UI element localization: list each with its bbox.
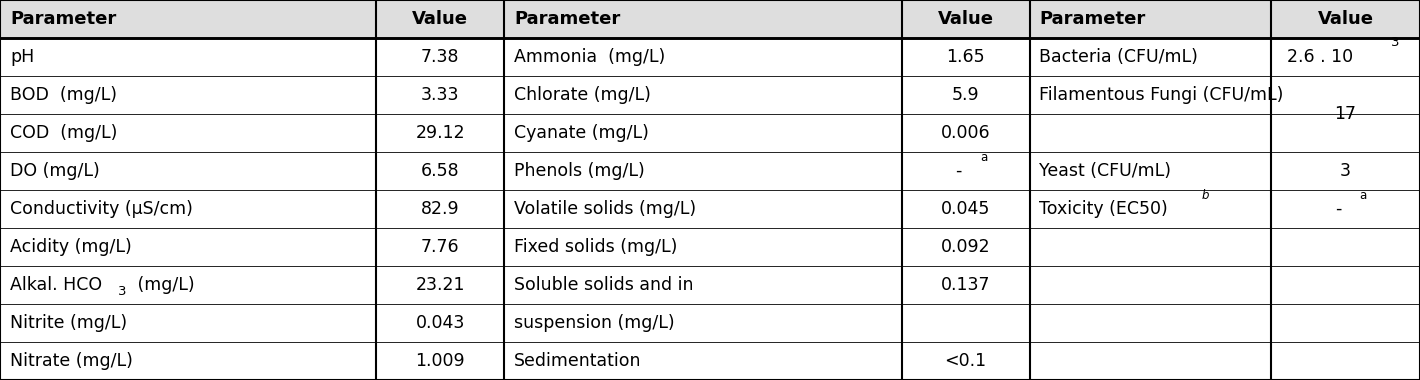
Text: 82.9: 82.9: [420, 200, 460, 218]
Text: 3.33: 3.33: [420, 86, 460, 104]
Text: Fixed solids (mg/L): Fixed solids (mg/L): [514, 238, 677, 256]
Text: Ammonia  (mg/L): Ammonia (mg/L): [514, 48, 666, 66]
Text: pH: pH: [10, 48, 34, 66]
Text: Toxicity (EC50): Toxicity (EC50): [1039, 200, 1169, 218]
Text: Parameter: Parameter: [514, 10, 621, 28]
Text: Parameter: Parameter: [10, 10, 116, 28]
Text: 3: 3: [118, 285, 126, 298]
Text: suspension (mg/L): suspension (mg/L): [514, 314, 674, 332]
Text: Filamentous Fungi (CFU/mL): Filamentous Fungi (CFU/mL): [1039, 86, 1284, 104]
Text: Value: Value: [937, 10, 994, 28]
Text: 3: 3: [1340, 162, 1350, 180]
Text: -: -: [956, 162, 961, 180]
Text: Cyanate (mg/L): Cyanate (mg/L): [514, 124, 649, 142]
Text: 7.38: 7.38: [420, 48, 460, 66]
Text: BOD  (mg/L): BOD (mg/L): [10, 86, 116, 104]
Text: 7.76: 7.76: [420, 238, 460, 256]
Text: Acidity (mg/L): Acidity (mg/L): [10, 238, 132, 256]
Text: 17: 17: [1335, 105, 1356, 123]
Text: Value: Value: [412, 10, 469, 28]
Text: 0.006: 0.006: [941, 124, 990, 142]
Text: (mg/L): (mg/L): [132, 276, 195, 294]
Text: 29.12: 29.12: [416, 124, 464, 142]
Text: Soluble solids and in: Soluble solids and in: [514, 276, 693, 294]
Text: b: b: [1201, 189, 1208, 202]
Text: 6.58: 6.58: [420, 162, 460, 180]
Text: Phenols (mg/L): Phenols (mg/L): [514, 162, 645, 180]
Text: 0.045: 0.045: [941, 200, 990, 218]
Text: Volatile solids (mg/L): Volatile solids (mg/L): [514, 200, 696, 218]
Text: 5.9: 5.9: [951, 86, 980, 104]
Text: Value: Value: [1318, 10, 1373, 28]
Text: 3: 3: [1392, 36, 1400, 49]
Bar: [0, 0, 1420, 38]
Text: Alkal. HCO: Alkal. HCO: [10, 276, 102, 294]
Text: Chlorate (mg/L): Chlorate (mg/L): [514, 86, 650, 104]
Text: 1.65: 1.65: [946, 48, 985, 66]
Text: a: a: [1360, 189, 1367, 202]
Text: Bacteria (CFU/mL): Bacteria (CFU/mL): [1039, 48, 1198, 66]
Text: Sedimentation: Sedimentation: [514, 352, 642, 370]
Text: 0.137: 0.137: [941, 276, 990, 294]
Text: a: a: [980, 151, 987, 164]
Text: -: -: [1335, 200, 1342, 218]
Text: Nitrite (mg/L): Nitrite (mg/L): [10, 314, 126, 332]
Text: 0.092: 0.092: [941, 238, 990, 256]
Text: Yeast (CFU/mL): Yeast (CFU/mL): [1039, 162, 1172, 180]
Text: <0.1: <0.1: [944, 352, 987, 370]
Text: 1.009: 1.009: [416, 352, 464, 370]
Text: 2.6 . 10: 2.6 . 10: [1287, 48, 1353, 66]
Text: Nitrate (mg/L): Nitrate (mg/L): [10, 352, 133, 370]
Text: Parameter: Parameter: [1039, 10, 1146, 28]
Text: Conductivity (μS/cm): Conductivity (μS/cm): [10, 200, 193, 218]
Text: 0.043: 0.043: [416, 314, 464, 332]
Text: 23.21: 23.21: [416, 276, 464, 294]
Text: DO (mg/L): DO (mg/L): [10, 162, 99, 180]
Text: COD  (mg/L): COD (mg/L): [10, 124, 118, 142]
